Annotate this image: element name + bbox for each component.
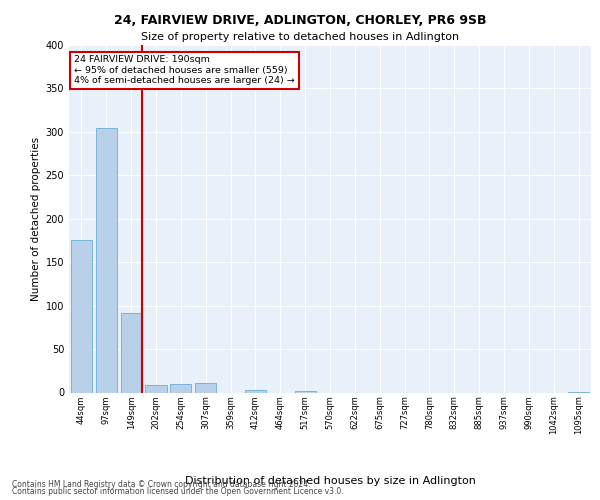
Bar <box>295 391 316 392</box>
Bar <box>71 240 92 392</box>
Text: 24, FAIRVIEW DRIVE, ADLINGTON, CHORLEY, PR6 9SB: 24, FAIRVIEW DRIVE, ADLINGTON, CHORLEY, … <box>114 14 486 27</box>
Bar <box>245 390 266 392</box>
Bar <box>121 312 142 392</box>
Text: Contains HM Land Registry data © Crown copyright and database right 2024.: Contains HM Land Registry data © Crown c… <box>12 480 311 489</box>
Bar <box>145 384 167 392</box>
X-axis label: Distribution of detached houses by size in Adlington: Distribution of detached houses by size … <box>185 476 475 486</box>
Text: Contains public sector information licensed under the Open Government Licence v3: Contains public sector information licen… <box>12 488 344 496</box>
Bar <box>170 384 191 392</box>
Bar <box>195 383 216 392</box>
Y-axis label: Number of detached properties: Number of detached properties <box>31 136 41 301</box>
Text: 24 FAIRVIEW DRIVE: 190sqm
← 95% of detached houses are smaller (559)
4% of semi-: 24 FAIRVIEW DRIVE: 190sqm ← 95% of detac… <box>74 56 295 85</box>
Text: Size of property relative to detached houses in Adlington: Size of property relative to detached ho… <box>141 32 459 42</box>
Bar <box>96 128 117 392</box>
